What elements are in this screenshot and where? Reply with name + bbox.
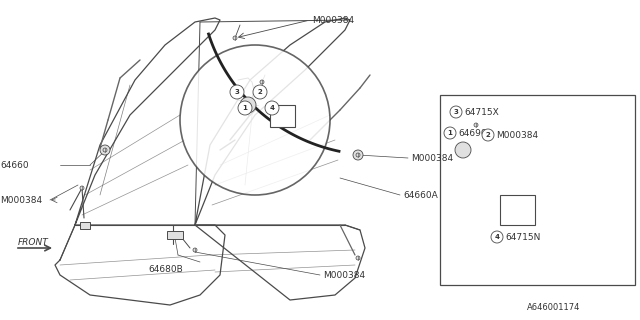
Text: 3: 3	[235, 89, 239, 95]
Text: 64660: 64660	[0, 161, 29, 170]
Circle shape	[260, 80, 264, 84]
Text: M000384: M000384	[496, 131, 538, 140]
Circle shape	[265, 101, 279, 115]
Circle shape	[353, 150, 363, 160]
Text: M000384: M000384	[323, 270, 365, 279]
Text: 4: 4	[495, 234, 499, 240]
Circle shape	[238, 101, 252, 115]
Circle shape	[491, 231, 503, 243]
Text: 2: 2	[258, 89, 262, 95]
Bar	[167, 231, 183, 239]
Text: 64715X: 64715X	[464, 108, 499, 116]
Circle shape	[233, 36, 237, 40]
Circle shape	[193, 248, 197, 252]
Circle shape	[100, 145, 110, 155]
Circle shape	[356, 256, 360, 260]
Bar	[500, 195, 535, 225]
Text: 4: 4	[269, 105, 275, 111]
Circle shape	[103, 148, 107, 152]
Circle shape	[455, 142, 471, 158]
Text: 3: 3	[454, 109, 458, 115]
Text: M000384: M000384	[0, 196, 42, 204]
Circle shape	[230, 85, 244, 99]
Text: 64715N: 64715N	[505, 233, 540, 242]
Text: 64660A: 64660A	[403, 190, 438, 199]
Text: 1: 1	[243, 105, 248, 111]
Circle shape	[482, 129, 494, 141]
Text: 1: 1	[447, 130, 452, 136]
Circle shape	[240, 97, 256, 113]
Text: FRONT: FRONT	[18, 237, 49, 246]
Text: 2: 2	[486, 132, 490, 138]
Circle shape	[450, 106, 462, 118]
Circle shape	[474, 123, 478, 127]
Bar	[80, 221, 90, 228]
Circle shape	[356, 153, 360, 157]
Text: 64680B: 64680B	[148, 266, 183, 275]
Text: M000384: M000384	[411, 154, 453, 163]
Text: M000384: M000384	[312, 15, 354, 25]
Text: 64690: 64690	[458, 129, 486, 138]
Circle shape	[444, 127, 456, 139]
Bar	[440, 95, 635, 285]
Bar	[270, 105, 295, 127]
Circle shape	[253, 85, 267, 99]
Circle shape	[80, 186, 84, 190]
Text: A646001174: A646001174	[527, 303, 580, 312]
Circle shape	[180, 45, 330, 195]
